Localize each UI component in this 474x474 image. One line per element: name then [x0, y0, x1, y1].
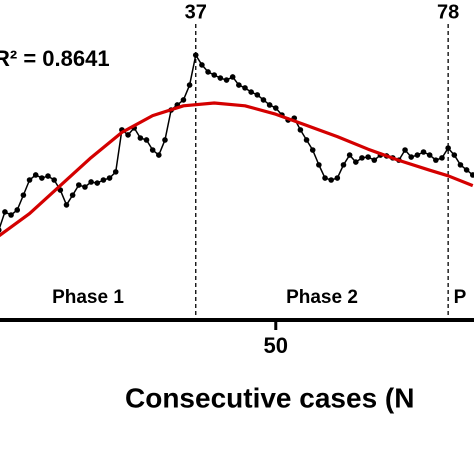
data-point — [100, 177, 107, 183]
data-point — [205, 69, 211, 75]
data-point — [334, 175, 341, 181]
data-point — [408, 154, 415, 160]
data-point — [445, 145, 451, 151]
data-point — [149, 147, 156, 153]
data-point — [439, 155, 445, 161]
data-point — [254, 92, 261, 98]
data-point — [94, 180, 101, 186]
data-point — [223, 77, 230, 83]
data-point — [14, 207, 21, 213]
data-point — [69, 192, 76, 198]
data-point — [469, 172, 474, 178]
data-point — [248, 89, 254, 95]
data-point — [63, 202, 70, 208]
data-point — [260, 97, 267, 103]
data-point — [217, 75, 224, 81]
x-tick-label: 50 — [264, 333, 288, 358]
data-point — [51, 177, 57, 183]
data-point — [156, 152, 162, 158]
data-point — [266, 102, 273, 108]
data-point — [272, 105, 279, 111]
data-point — [75, 182, 82, 188]
data-point — [211, 72, 218, 78]
data-point — [346, 152, 353, 158]
data-point — [309, 147, 316, 153]
data-point — [297, 127, 304, 133]
data-point — [162, 137, 168, 143]
data-point — [20, 192, 27, 198]
data-point — [143, 137, 150, 143]
data-point — [236, 82, 242, 88]
data-point — [451, 152, 458, 158]
data-point — [125, 132, 131, 138]
data-point — [112, 169, 119, 175]
data-point — [137, 135, 144, 141]
data-point — [359, 155, 365, 161]
data-point — [322, 175, 328, 181]
data-point — [340, 162, 347, 168]
phase-boundary-label: 37 — [185, 1, 207, 23]
data-point — [8, 212, 14, 218]
data-point — [303, 137, 310, 143]
data-point — [45, 173, 51, 179]
phase-label: Phase 2 — [286, 287, 358, 308]
data-point — [39, 175, 45, 181]
x-axis-label: Consecutive cases (N — [125, 382, 414, 413]
data-point — [365, 154, 371, 160]
data-point — [353, 159, 359, 165]
data-point — [106, 175, 113, 181]
data-point — [229, 74, 236, 80]
data-point — [457, 162, 464, 168]
data-point — [88, 179, 94, 185]
data-point — [414, 152, 421, 158]
phase-label: Phase 1 — [52, 287, 124, 308]
data-point — [420, 149, 427, 155]
data-point — [371, 157, 378, 163]
data-point — [402, 147, 408, 153]
data-point — [463, 167, 470, 173]
data-point — [32, 172, 39, 178]
data-line — [0, 54, 474, 229]
data-point — [426, 152, 433, 158]
fit-curve — [0, 101, 474, 238]
data-point — [242, 85, 248, 91]
phase-label: P — [454, 287, 467, 308]
data-point — [26, 177, 33, 183]
r2-annotation: R² = 0.8641 — [0, 46, 110, 71]
data-point — [199, 62, 205, 68]
data-point — [433, 157, 439, 163]
phase-boundary-label: 78 — [437, 1, 459, 23]
data-point — [192, 52, 199, 58]
data-point — [328, 177, 334, 183]
data-point — [186, 82, 193, 88]
data-point — [0, 227, 2, 233]
data-point — [82, 184, 88, 190]
data-point — [180, 97, 187, 103]
data-point — [316, 162, 322, 168]
data-point — [2, 209, 8, 215]
